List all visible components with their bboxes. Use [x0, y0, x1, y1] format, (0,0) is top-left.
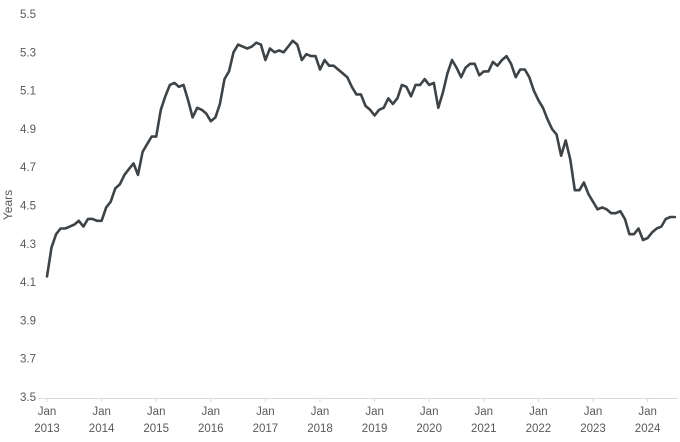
y-tick-label: 4.9: [20, 124, 36, 136]
x-tick-label: Jan: [638, 406, 657, 418]
x-tick-label: 2021: [471, 423, 497, 435]
x-tick-label: 2020: [416, 423, 442, 435]
x-tick-label: Jan: [311, 406, 330, 418]
series-line: [45, 39, 677, 278]
y-axis-label: Years: [1, 190, 15, 220]
y-tick-label: 4.3: [20, 239, 36, 251]
x-tick-label: 2017: [253, 423, 279, 435]
x-tick-label: 2024: [635, 423, 661, 435]
x-tick-label: 2019: [362, 423, 388, 435]
x-tick-label: 2014: [89, 423, 115, 435]
x-tick-label: 2013: [34, 423, 60, 435]
x-tick-label: 2016: [198, 423, 224, 435]
x-tick-label: Jan: [92, 406, 111, 418]
x-tick-label: Jan: [147, 406, 166, 418]
x-tick-label: 2015: [143, 423, 169, 435]
y-tick-label: 5.1: [20, 86, 36, 98]
y-axis-ticks: 3.5 3.7 3.9 4.1 4.3 4.5 4.7 4.9 5.1 5.3 5.5: [20, 9, 36, 404]
y-tick-label: 3.7: [20, 354, 36, 366]
y-tick-label: 3.9: [20, 315, 36, 327]
y-tick-label: 3.5: [20, 392, 36, 404]
x-tick-label: Jan: [529, 406, 548, 418]
x-tick-label: Jan: [420, 406, 439, 418]
x-tick-label: Jan: [475, 406, 494, 418]
y-tick-label: 4.7: [20, 162, 36, 174]
x-tick-label: 2023: [580, 423, 606, 435]
x-tick-label: Jan: [584, 406, 603, 418]
y-tick-label: 4.1: [20, 277, 36, 289]
x-tick-label: Jan: [202, 406, 221, 418]
x-tick-label: Jan: [38, 406, 57, 418]
y-tick-label: 4.5: [20, 201, 36, 213]
x-tick-label: Jan: [365, 406, 384, 418]
x-tick-label: Jan: [256, 406, 275, 418]
x-tick-label: 2018: [307, 423, 333, 435]
x-axis-ticks: Jan 2013 Jan 2014 Jan 2015 Jan 2016 Jan 2017 Jan 20…: [34, 398, 661, 435]
y-tick-label: 5.5: [20, 9, 36, 21]
x-tick-label: 2022: [526, 423, 552, 435]
y-tick-label: 5.3: [20, 47, 36, 59]
